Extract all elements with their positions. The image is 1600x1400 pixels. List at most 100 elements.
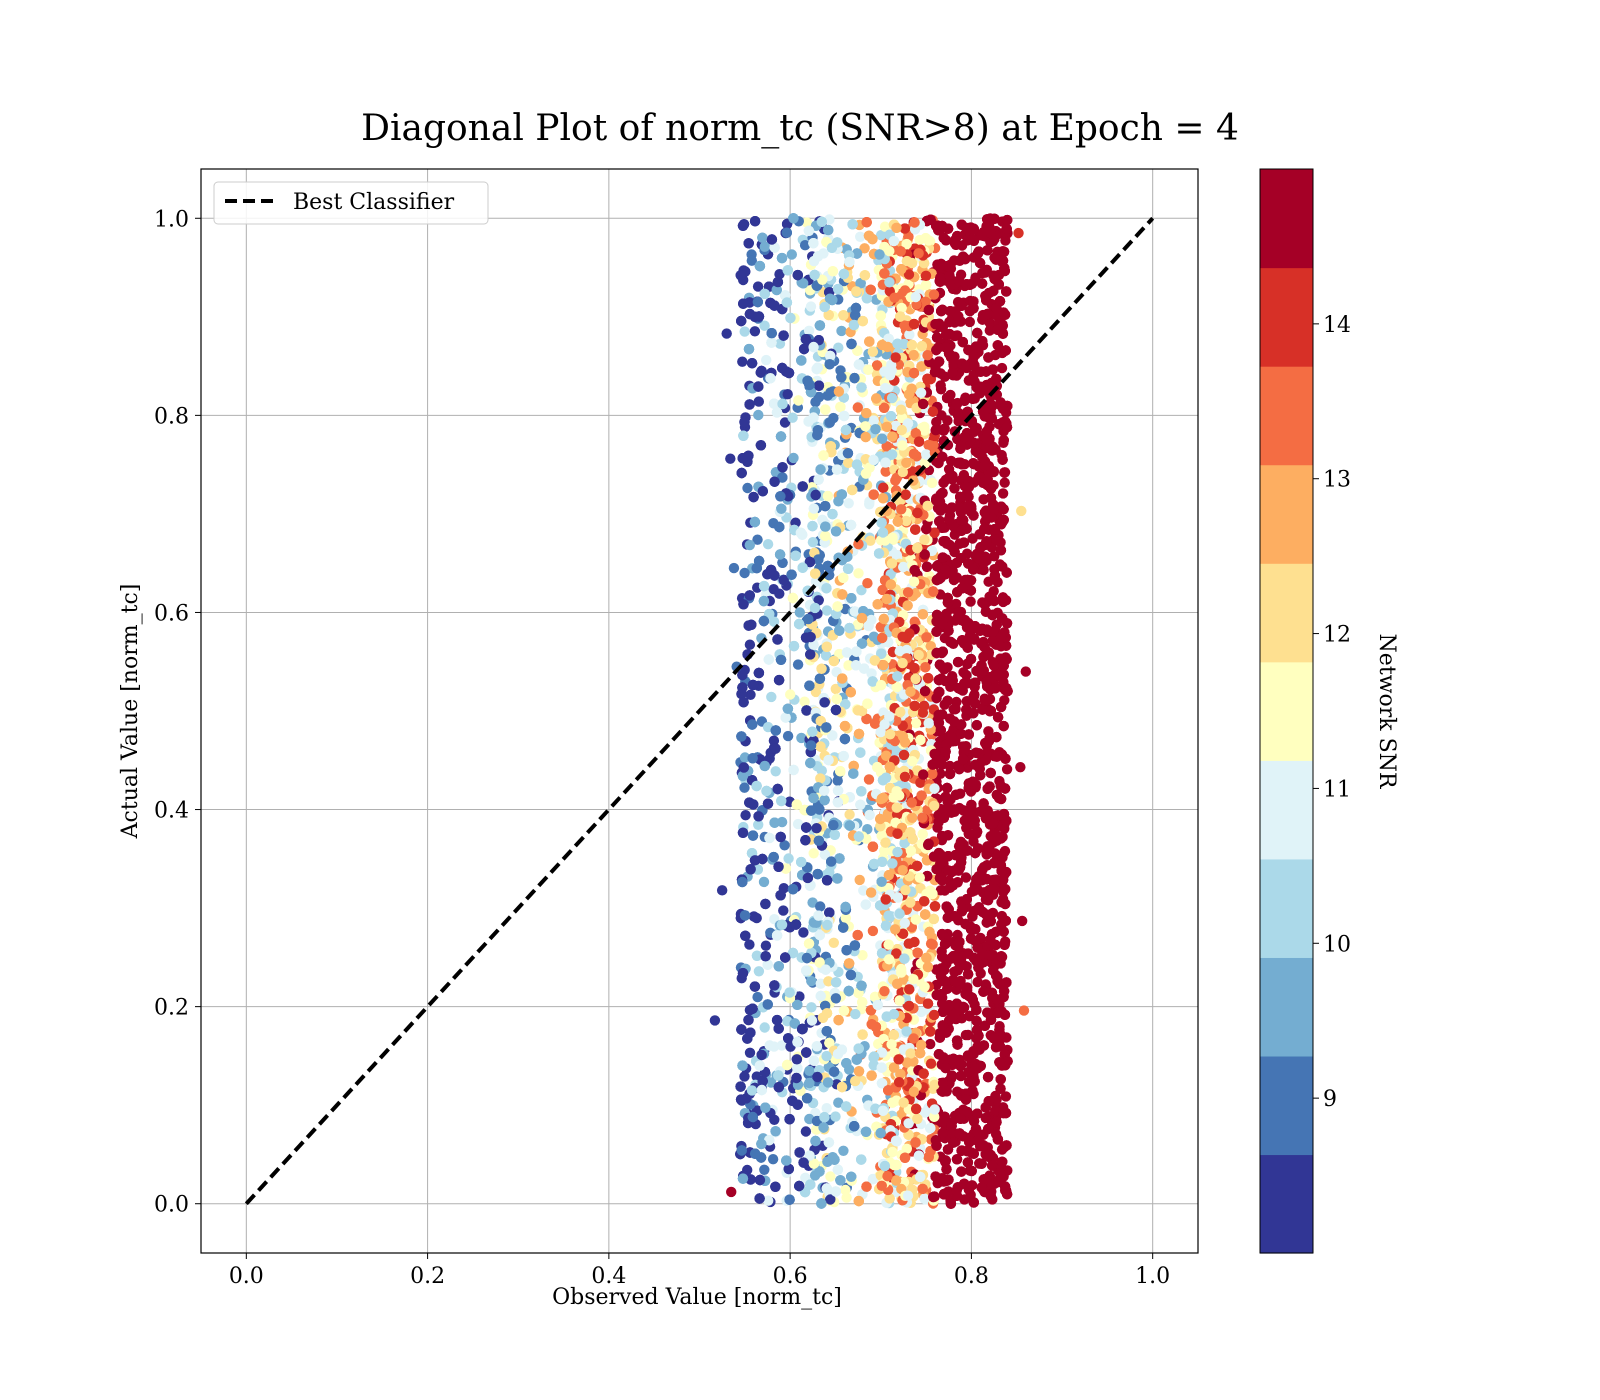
scatter-point — [999, 477, 1010, 488]
scatter-point — [796, 732, 807, 744]
scatter-point — [855, 231, 866, 242]
scatter-point — [751, 912, 762, 924]
scatter-point — [925, 938, 937, 949]
scatter-point — [805, 301, 817, 312]
scatter-point — [779, 840, 790, 851]
scatter-point — [806, 1002, 817, 1013]
scatter-point — [989, 551, 1000, 562]
scatter-point — [776, 1040, 787, 1051]
scatter-point — [910, 718, 922, 729]
scatter-point — [778, 905, 789, 916]
scatter-point — [739, 782, 750, 793]
scatter-point — [803, 325, 815, 336]
scatter-point — [767, 1154, 779, 1165]
scatter-point — [774, 269, 785, 280]
scatter-point — [825, 1171, 836, 1182]
scatter-point — [742, 482, 753, 494]
scatter-point — [901, 1143, 912, 1155]
scatter-point — [774, 338, 786, 349]
scatter-point — [853, 568, 864, 579]
scatter-point — [753, 966, 765, 977]
scatter-point — [744, 639, 756, 650]
scatter-point — [962, 1029, 974, 1041]
scatter-point — [858, 885, 869, 896]
scatter-point — [744, 1047, 756, 1059]
scatter-point — [935, 384, 947, 395]
scatter-point — [919, 1193, 930, 1204]
scatter-point — [739, 567, 750, 579]
scatter-point — [852, 402, 863, 413]
scatter-point — [942, 415, 953, 426]
scatter-point — [997, 488, 1009, 499]
scatter-point — [964, 316, 975, 328]
scatter-point — [844, 809, 855, 820]
scatter-point — [759, 1164, 770, 1176]
chart-title: Diagonal Plot of norm_tc (SNR>8) at Epoc… — [361, 108, 1239, 149]
scatter-point — [788, 452, 799, 464]
scatter-point — [836, 325, 847, 337]
scatter-point — [753, 409, 764, 421]
scatter-point — [833, 1097, 844, 1108]
scatter-point — [823, 976, 834, 987]
scatter-point — [935, 885, 946, 896]
scatter-point — [850, 1008, 861, 1020]
scatter-point — [972, 976, 983, 988]
scatter-point — [786, 249, 797, 260]
scatter-point — [737, 356, 748, 367]
scatter-point — [950, 598, 962, 610]
scatter-point — [867, 925, 879, 937]
scatter-point — [806, 975, 817, 987]
scatter-point — [782, 730, 794, 742]
scatter-point — [792, 818, 804, 830]
scatter-point — [759, 1022, 770, 1033]
scatter-point — [840, 912, 851, 924]
scatter-point — [770, 766, 781, 777]
scatter-point — [828, 937, 839, 948]
scatter-point — [863, 774, 875, 785]
scatter-point — [739, 752, 751, 763]
scatter-point — [749, 326, 761, 337]
scatter-point — [859, 243, 870, 254]
scatter-point — [862, 578, 873, 589]
scatter-point — [830, 1111, 841, 1122]
scatter-point — [857, 950, 868, 961]
scatter-point — [843, 498, 854, 509]
scatter-point — [804, 1065, 815, 1077]
scatter-point — [916, 1006, 927, 1018]
scatter-point — [815, 901, 826, 912]
scatter-point — [766, 691, 777, 703]
scatter-point — [801, 217, 813, 228]
scatter-point — [815, 773, 826, 784]
scatter-point — [879, 221, 891, 232]
scatter-point — [965, 596, 976, 607]
scatter-point — [877, 584, 888, 596]
scatter-point — [787, 412, 798, 423]
scatter-point — [774, 588, 785, 599]
scatter-point — [875, 230, 887, 241]
scatter-point — [798, 927, 809, 938]
scatter-point — [865, 535, 876, 546]
scatter-point — [740, 810, 751, 821]
plot-area — [709, 213, 1031, 1209]
scatter-point — [961, 548, 973, 559]
scatter-point — [808, 848, 819, 859]
scatter-point — [996, 362, 1008, 374]
scatter-point — [744, 539, 755, 551]
scatter-point — [862, 824, 873, 835]
scatter-point — [821, 1103, 832, 1114]
scatter-point — [833, 342, 844, 353]
scatter-point — [768, 735, 780, 746]
scatter-point — [753, 396, 764, 407]
scatter-point — [838, 1145, 849, 1157]
scatter-point — [753, 819, 764, 830]
scatter-point — [783, 853, 794, 864]
scatter-point — [856, 585, 867, 596]
scatter-point — [782, 389, 793, 400]
scatter-point — [804, 1113, 815, 1125]
scatter-point — [765, 1077, 777, 1088]
scatter-point — [1001, 764, 1013, 775]
scatter-point — [761, 354, 772, 366]
scatter-point — [799, 240, 811, 251]
